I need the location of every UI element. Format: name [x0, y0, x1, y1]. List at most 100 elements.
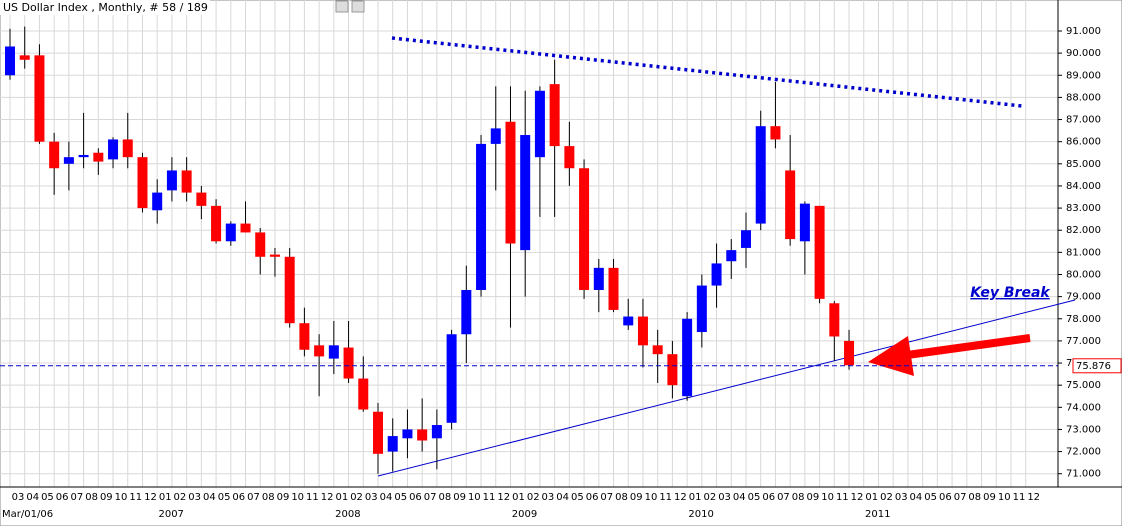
candle-body: [108, 139, 119, 160]
candle-body: [166, 170, 177, 191]
candle-body: [667, 354, 678, 386]
y-tick-label: 89.000: [1066, 70, 1101, 81]
x-tick-label: 10: [821, 492, 834, 503]
x-tick-label: 03: [718, 492, 731, 503]
x-tick-label: 02: [350, 492, 363, 503]
x-tick-label: 05: [218, 492, 231, 503]
candle-body: [284, 256, 295, 324]
x-tick-label: 07: [424, 492, 437, 503]
window-button[interactable]: [335, 0, 349, 13]
x-tick-label: 06: [762, 492, 775, 503]
candle-body: [505, 121, 516, 244]
x-tick-label: 05: [571, 492, 584, 503]
x-tick-label: 04: [556, 492, 569, 503]
x-tick-label: 04: [380, 492, 393, 503]
candle-body: [711, 263, 722, 286]
candle-body: [431, 425, 442, 439]
y-tick-label: 90.000: [1066, 48, 1101, 59]
year-label: Mar/01/06: [2, 509, 53, 520]
resistance-line: [391, 36, 1023, 108]
candle-body: [520, 135, 531, 251]
candle-body: [78, 154, 89, 158]
x-tick-label: 02: [527, 492, 540, 503]
x-tick-label: 09: [453, 492, 466, 503]
candle-body: [19, 55, 30, 60]
candle-body: [402, 429, 413, 439]
candle-body: [623, 316, 634, 326]
candle-body: [373, 411, 383, 454]
candle-body: [152, 192, 163, 211]
candle-body: [490, 128, 501, 144]
x-tick-label: 08: [792, 492, 805, 503]
x-tick-label: 04: [733, 492, 746, 503]
x-tick-label: 10: [998, 492, 1011, 503]
candle-body: [844, 340, 855, 366]
x-tick-label: 11: [129, 492, 142, 503]
x-tick-label: 01: [335, 492, 348, 503]
y-tick-label: 79.000: [1066, 292, 1101, 303]
candle-body: [770, 126, 781, 140]
window-button[interactable]: [351, 0, 365, 13]
year-label: 2010: [688, 509, 713, 520]
x-tick-label: 05: [394, 492, 407, 503]
y-tick-label: 74.000: [1066, 402, 1101, 413]
candle-body: [579, 168, 590, 290]
x-tick-label: 04: [26, 492, 39, 503]
candle-body: [564, 146, 575, 169]
candle-body: [799, 203, 810, 242]
y-tick-label: 73.000: [1066, 424, 1101, 435]
x-tick-label: 08: [968, 492, 981, 503]
candle-body: [328, 345, 339, 359]
x-tick-label: 01: [865, 492, 878, 503]
x-tick-label: 03: [365, 492, 378, 503]
x-tick-label: 05: [924, 492, 937, 503]
x-tick-label: 11: [306, 492, 319, 503]
x-tick-label: 10: [468, 492, 481, 503]
x-tick-label: 09: [630, 492, 643, 503]
x-tick-label: 05: [748, 492, 761, 503]
candle-body: [829, 303, 840, 337]
year-label: 2011: [865, 509, 890, 520]
x-tick-label: 08: [85, 492, 98, 503]
y-tick-label: 71.000: [1066, 469, 1101, 480]
x-tick-label: 08: [262, 492, 275, 503]
arrow-head: [868, 336, 914, 376]
x-tick-label: 10: [291, 492, 304, 503]
x-tick-label: 04: [203, 492, 216, 503]
y-tick-label: 78.000: [1066, 314, 1101, 325]
candle-body: [682, 318, 693, 397]
candle-body: [255, 232, 266, 257]
candle-body: [181, 170, 192, 193]
x-tick-label: 06: [409, 492, 422, 503]
x-tick-label: 03: [542, 492, 555, 503]
last-price-label: 75.876: [1076, 361, 1111, 372]
candle-body: [814, 205, 825, 299]
candle-body: [137, 157, 148, 209]
candle-body: [387, 436, 398, 452]
y-tick-label: 87.000: [1066, 115, 1101, 126]
candle-body: [122, 139, 133, 158]
x-tick-label: 09: [277, 492, 290, 503]
y-tick-label: 82.000: [1066, 225, 1101, 236]
x-tick-label: 12: [497, 492, 510, 503]
y-tick-label: 85.000: [1066, 159, 1101, 170]
candle-body: [49, 141, 60, 169]
title-bg: [0, 0, 210, 15]
x-tick-label: 10: [115, 492, 128, 503]
candle-body: [549, 84, 560, 147]
candle-body: [34, 55, 45, 142]
x-tick-label: 09: [807, 492, 820, 503]
x-tick-label: 07: [600, 492, 613, 503]
x-tick-label: 02: [703, 492, 716, 503]
x-tick-label: 01: [512, 492, 525, 503]
candle-body: [446, 334, 457, 423]
x-tick-label: 12: [1027, 492, 1040, 503]
candle-body: [63, 157, 74, 164]
x-tick-label: 04: [910, 492, 923, 503]
x-tick-label: 01: [689, 492, 702, 503]
candle-body: [299, 323, 310, 350]
y-tick-label: 81.000: [1066, 247, 1101, 258]
candle-body: [608, 267, 619, 310]
x-tick-label: 12: [674, 492, 687, 503]
x-tick-label: 07: [247, 492, 260, 503]
